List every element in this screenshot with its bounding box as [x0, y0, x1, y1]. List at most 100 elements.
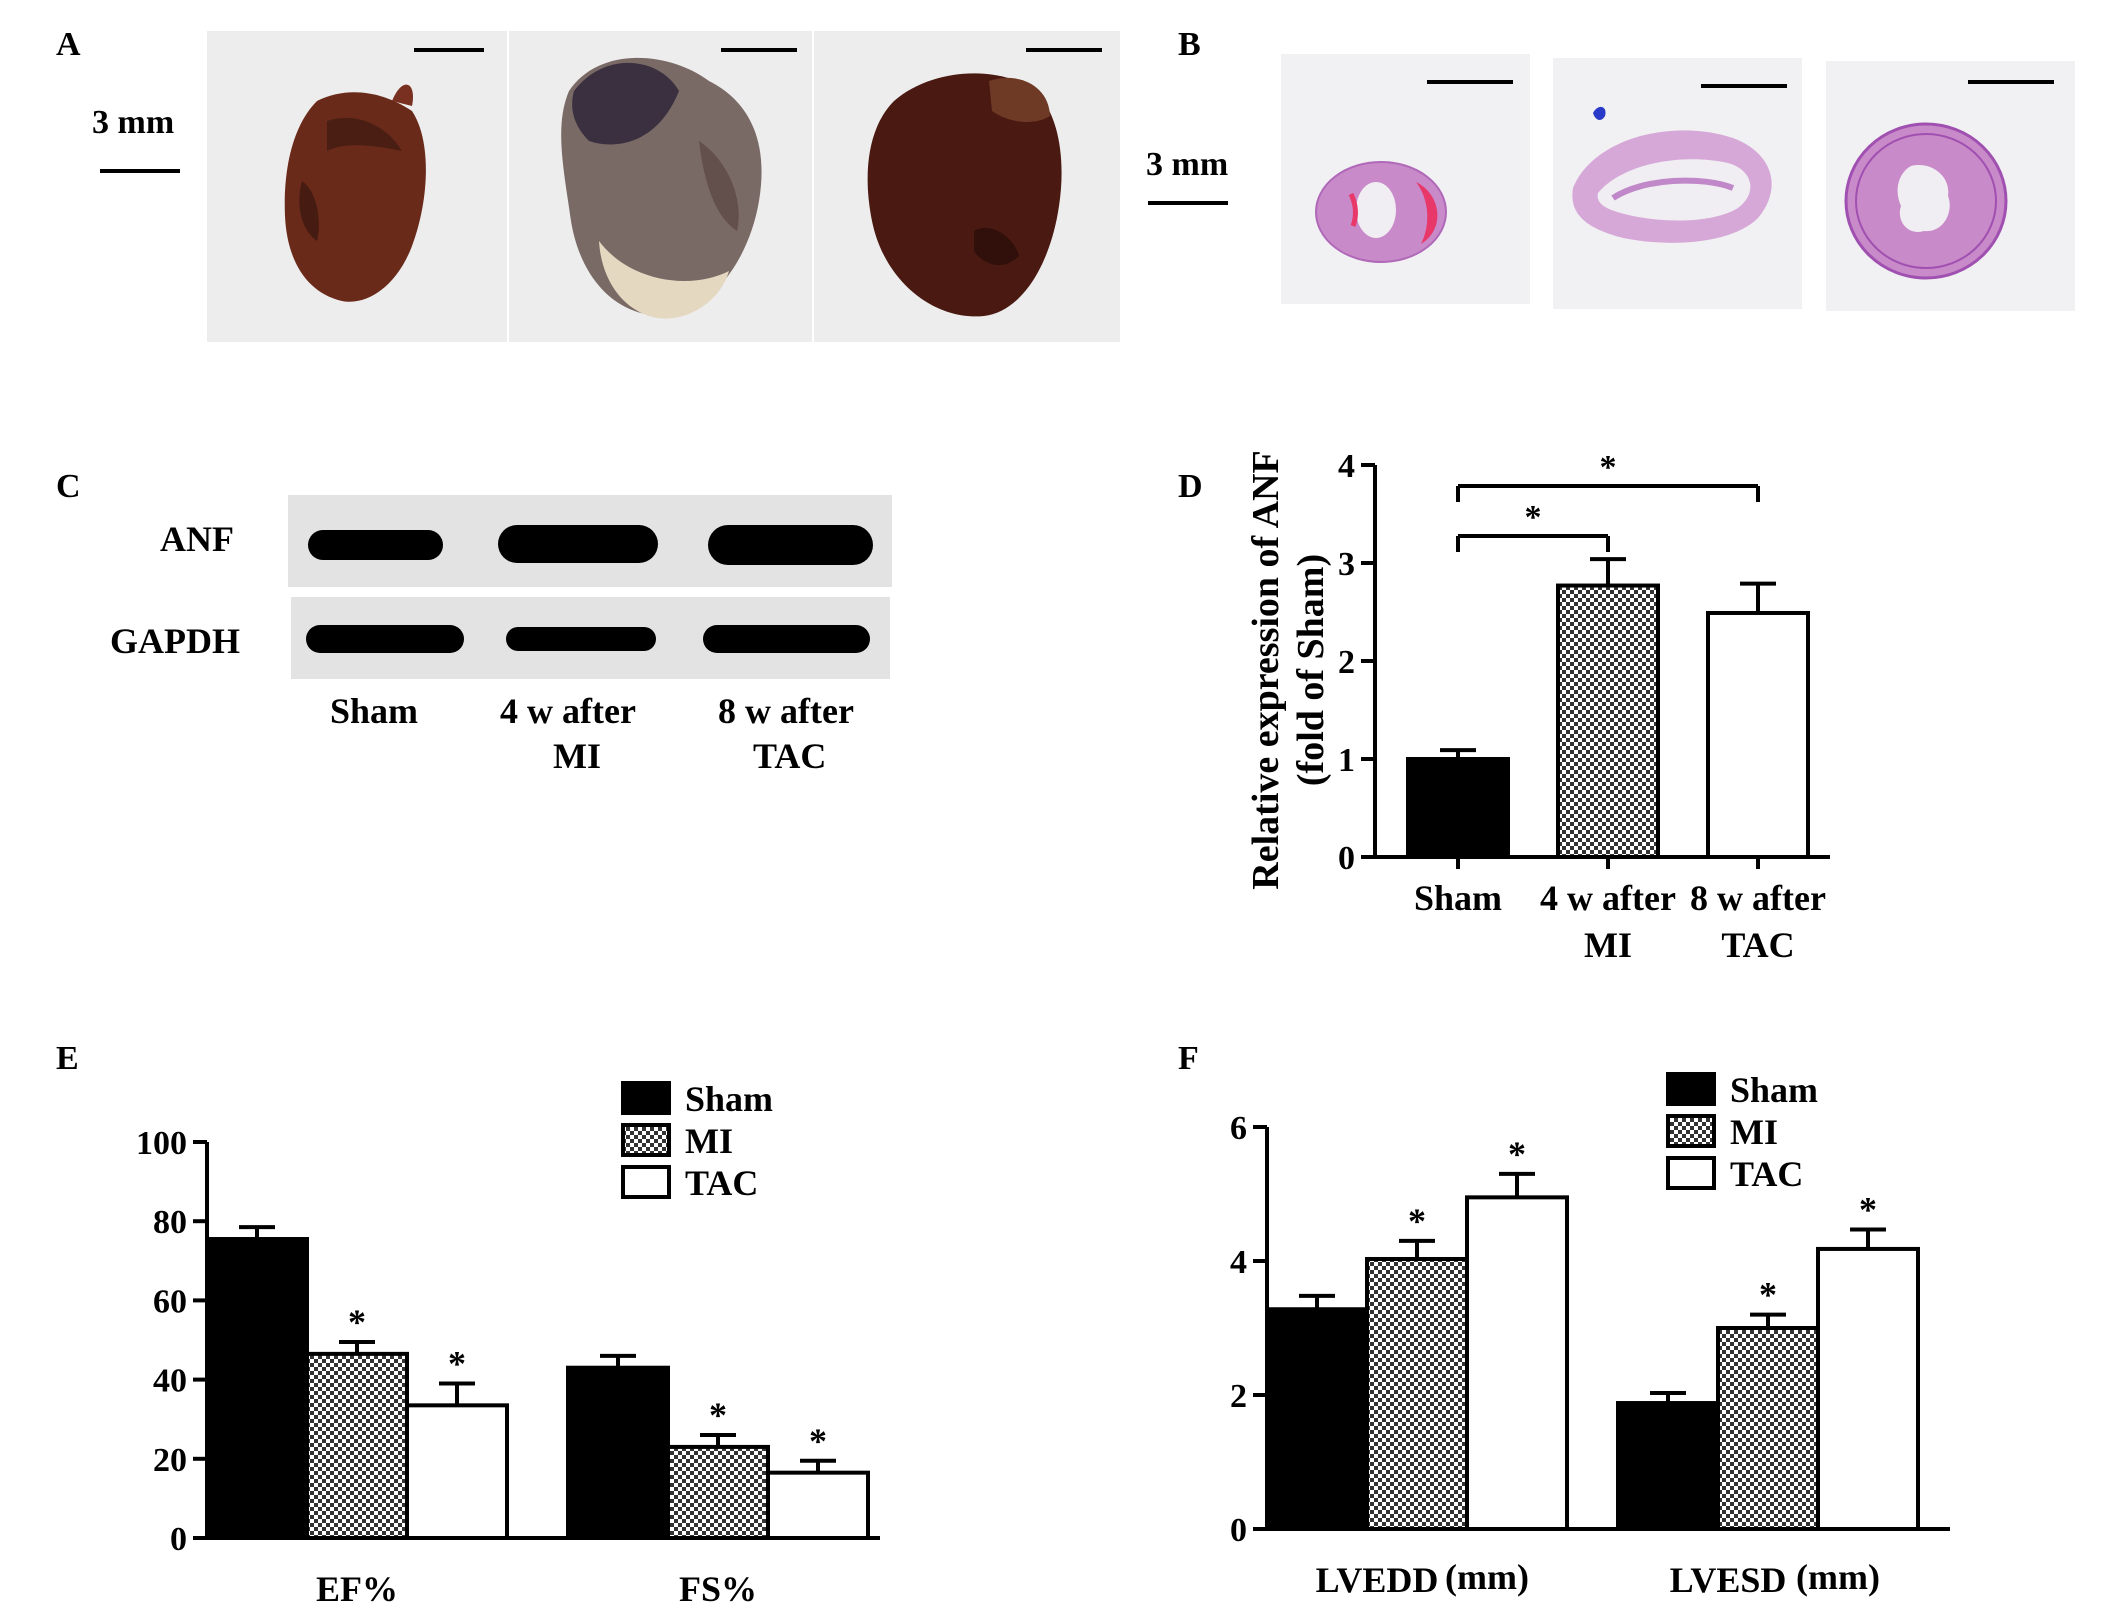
x-category-label-0: EF% [316, 1569, 398, 1609]
anf-band-mi [498, 525, 658, 563]
significance-star: * [1408, 1201, 1426, 1241]
significance-star: * [1859, 1190, 1877, 1230]
x-category-label-1: FS% [679, 1569, 757, 1609]
significance-star-0: * [1525, 499, 1542, 536]
anf-band-tac [708, 525, 873, 565]
gapdh-band-tac [703, 625, 870, 653]
y-tick-label: 4 [1338, 448, 1355, 485]
panel-d-label: D [1178, 468, 1203, 505]
bar-mi-0 [1365, 1256, 1469, 1532]
legend-swatch-sham [1666, 1072, 1716, 1106]
legend-swatch-tac [621, 1165, 671, 1199]
legend-swatch-tac [1666, 1156, 1716, 1190]
chart-d-ylabel-line1: Relative expression of ANF [1245, 450, 1287, 889]
significance-star: * [1759, 1275, 1777, 1315]
blot-lane-tac-line2: TAC [753, 736, 827, 776]
blot-lane-mi-line1: 4 w after [500, 691, 636, 731]
panel-e-label: E [56, 1040, 79, 1077]
panel-a-label: A [56, 26, 81, 63]
bar-1 [1556, 583, 1660, 859]
legend-label-mi: MI [1730, 1112, 1778, 1152]
y-tick-label: 0 [1338, 840, 1355, 877]
x-category-label-0: LVEDD [1316, 1560, 1439, 1600]
bar-tac-0 [405, 1403, 509, 1540]
histology-section-sham [1281, 54, 1530, 304]
bar-mi-0 [305, 1351, 409, 1540]
bar-mi-1 [1716, 1326, 1820, 1531]
bar-sham-0 [205, 1237, 309, 1541]
blot-lane-tac-line1: 8 w after [718, 691, 854, 731]
legend-swatch-sham [621, 1081, 671, 1115]
significance-star-1: * [1600, 449, 1617, 486]
western-blot [288, 495, 892, 679]
blot-label-anf: ANF [160, 519, 234, 559]
legend-label-sham: Sham [1730, 1070, 1818, 1110]
y-tick-label: 40 [153, 1363, 187, 1400]
x-tick-label-0: Sham [1414, 878, 1502, 918]
y-tick-label: 0 [1230, 1512, 1247, 1549]
x-category-unit-1: (mm) [1796, 1557, 1880, 1597]
y-tick-label: 20 [153, 1442, 187, 1479]
gapdh-band-mi [506, 627, 656, 651]
histology-section-tac [1826, 61, 2075, 311]
legend-label-tac: TAC [685, 1163, 758, 1203]
legend-label-tac: TAC [1730, 1154, 1803, 1194]
y-tick-label: 6 [1230, 1110, 1247, 1147]
significance-star: * [709, 1395, 727, 1435]
heart-photo-tac [814, 31, 1120, 342]
y-tick-label: 1 [1338, 742, 1355, 779]
bar-sham-1 [566, 1365, 670, 1540]
y-tick-label: 2 [1230, 1378, 1247, 1415]
legend-label-mi: MI [685, 1121, 733, 1161]
y-tick-label: 0 [170, 1521, 187, 1558]
bar-tac-0 [1465, 1195, 1569, 1531]
x-category-label-1: LVESD [1670, 1560, 1787, 1600]
histology-section-mi [1553, 58, 1802, 309]
gapdh-band-sham [306, 625, 464, 653]
y-tick-label: 100 [136, 1125, 187, 1162]
heart-photo-tac-scalebar [1026, 48, 1102, 52]
significance-star: * [448, 1344, 466, 1384]
panel-b-scale-label: 3 mm [1146, 146, 1229, 183]
chart-d: Relative expression of ANF (fold of Sham… [1245, 448, 1830, 965]
y-tick-label: 60 [153, 1283, 187, 1320]
anf-band-sham [308, 530, 443, 560]
bar-sham-1 [1616, 1401, 1720, 1532]
legend-swatch-mi [1666, 1114, 1716, 1148]
x-tick-label-2-line2: TAC [1721, 925, 1794, 965]
blot-lane-sham: Sham [330, 691, 419, 731]
panel-a-scale-bar [100, 169, 180, 173]
bar-mi-1 [666, 1444, 770, 1541]
bar-2 [1706, 610, 1810, 859]
significance-star: * [348, 1302, 366, 1342]
panel-b-scale-bar [1148, 201, 1228, 205]
heart-photo-mi-scalebar [721, 48, 797, 52]
chart-d-ylabel-line2: (fold of Sham) [1290, 554, 1332, 786]
histology-tac-scalebar [1968, 80, 2054, 84]
x-tick-label-1-line2: MI [1584, 925, 1632, 965]
histology-sham-scalebar [1427, 80, 1513, 84]
x-category-unit-0: (mm) [1445, 1557, 1529, 1597]
heart-photo-sham-scalebar [414, 48, 484, 52]
bar-tac-1 [1816, 1246, 1920, 1531]
significance-star: * [1508, 1134, 1526, 1174]
bar-tac-1 [766, 1470, 870, 1540]
y-tick-label: 2 [1338, 644, 1355, 681]
blot-lane-mi-line2: MI [553, 736, 601, 776]
panel-c-label: C [56, 468, 81, 505]
panel-b-label: B [1178, 26, 1201, 63]
y-tick-label: 80 [153, 1204, 187, 1241]
y-tick-label: 3 [1338, 546, 1355, 583]
panel-a-scale-label: 3 mm [92, 104, 175, 141]
significance-star: * [809, 1421, 827, 1461]
heart-photo-sham [207, 31, 507, 342]
legend-label-sham: Sham [685, 1079, 773, 1119]
legend-swatch-mi [621, 1123, 671, 1157]
x-tick-label-1: 4 w after [1540, 878, 1676, 918]
x-tick-label-2: 8 w after [1690, 878, 1826, 918]
bar-0 [1406, 757, 1510, 859]
heart-photo-mi [509, 31, 812, 342]
histology-mi-scalebar [1701, 84, 1787, 88]
